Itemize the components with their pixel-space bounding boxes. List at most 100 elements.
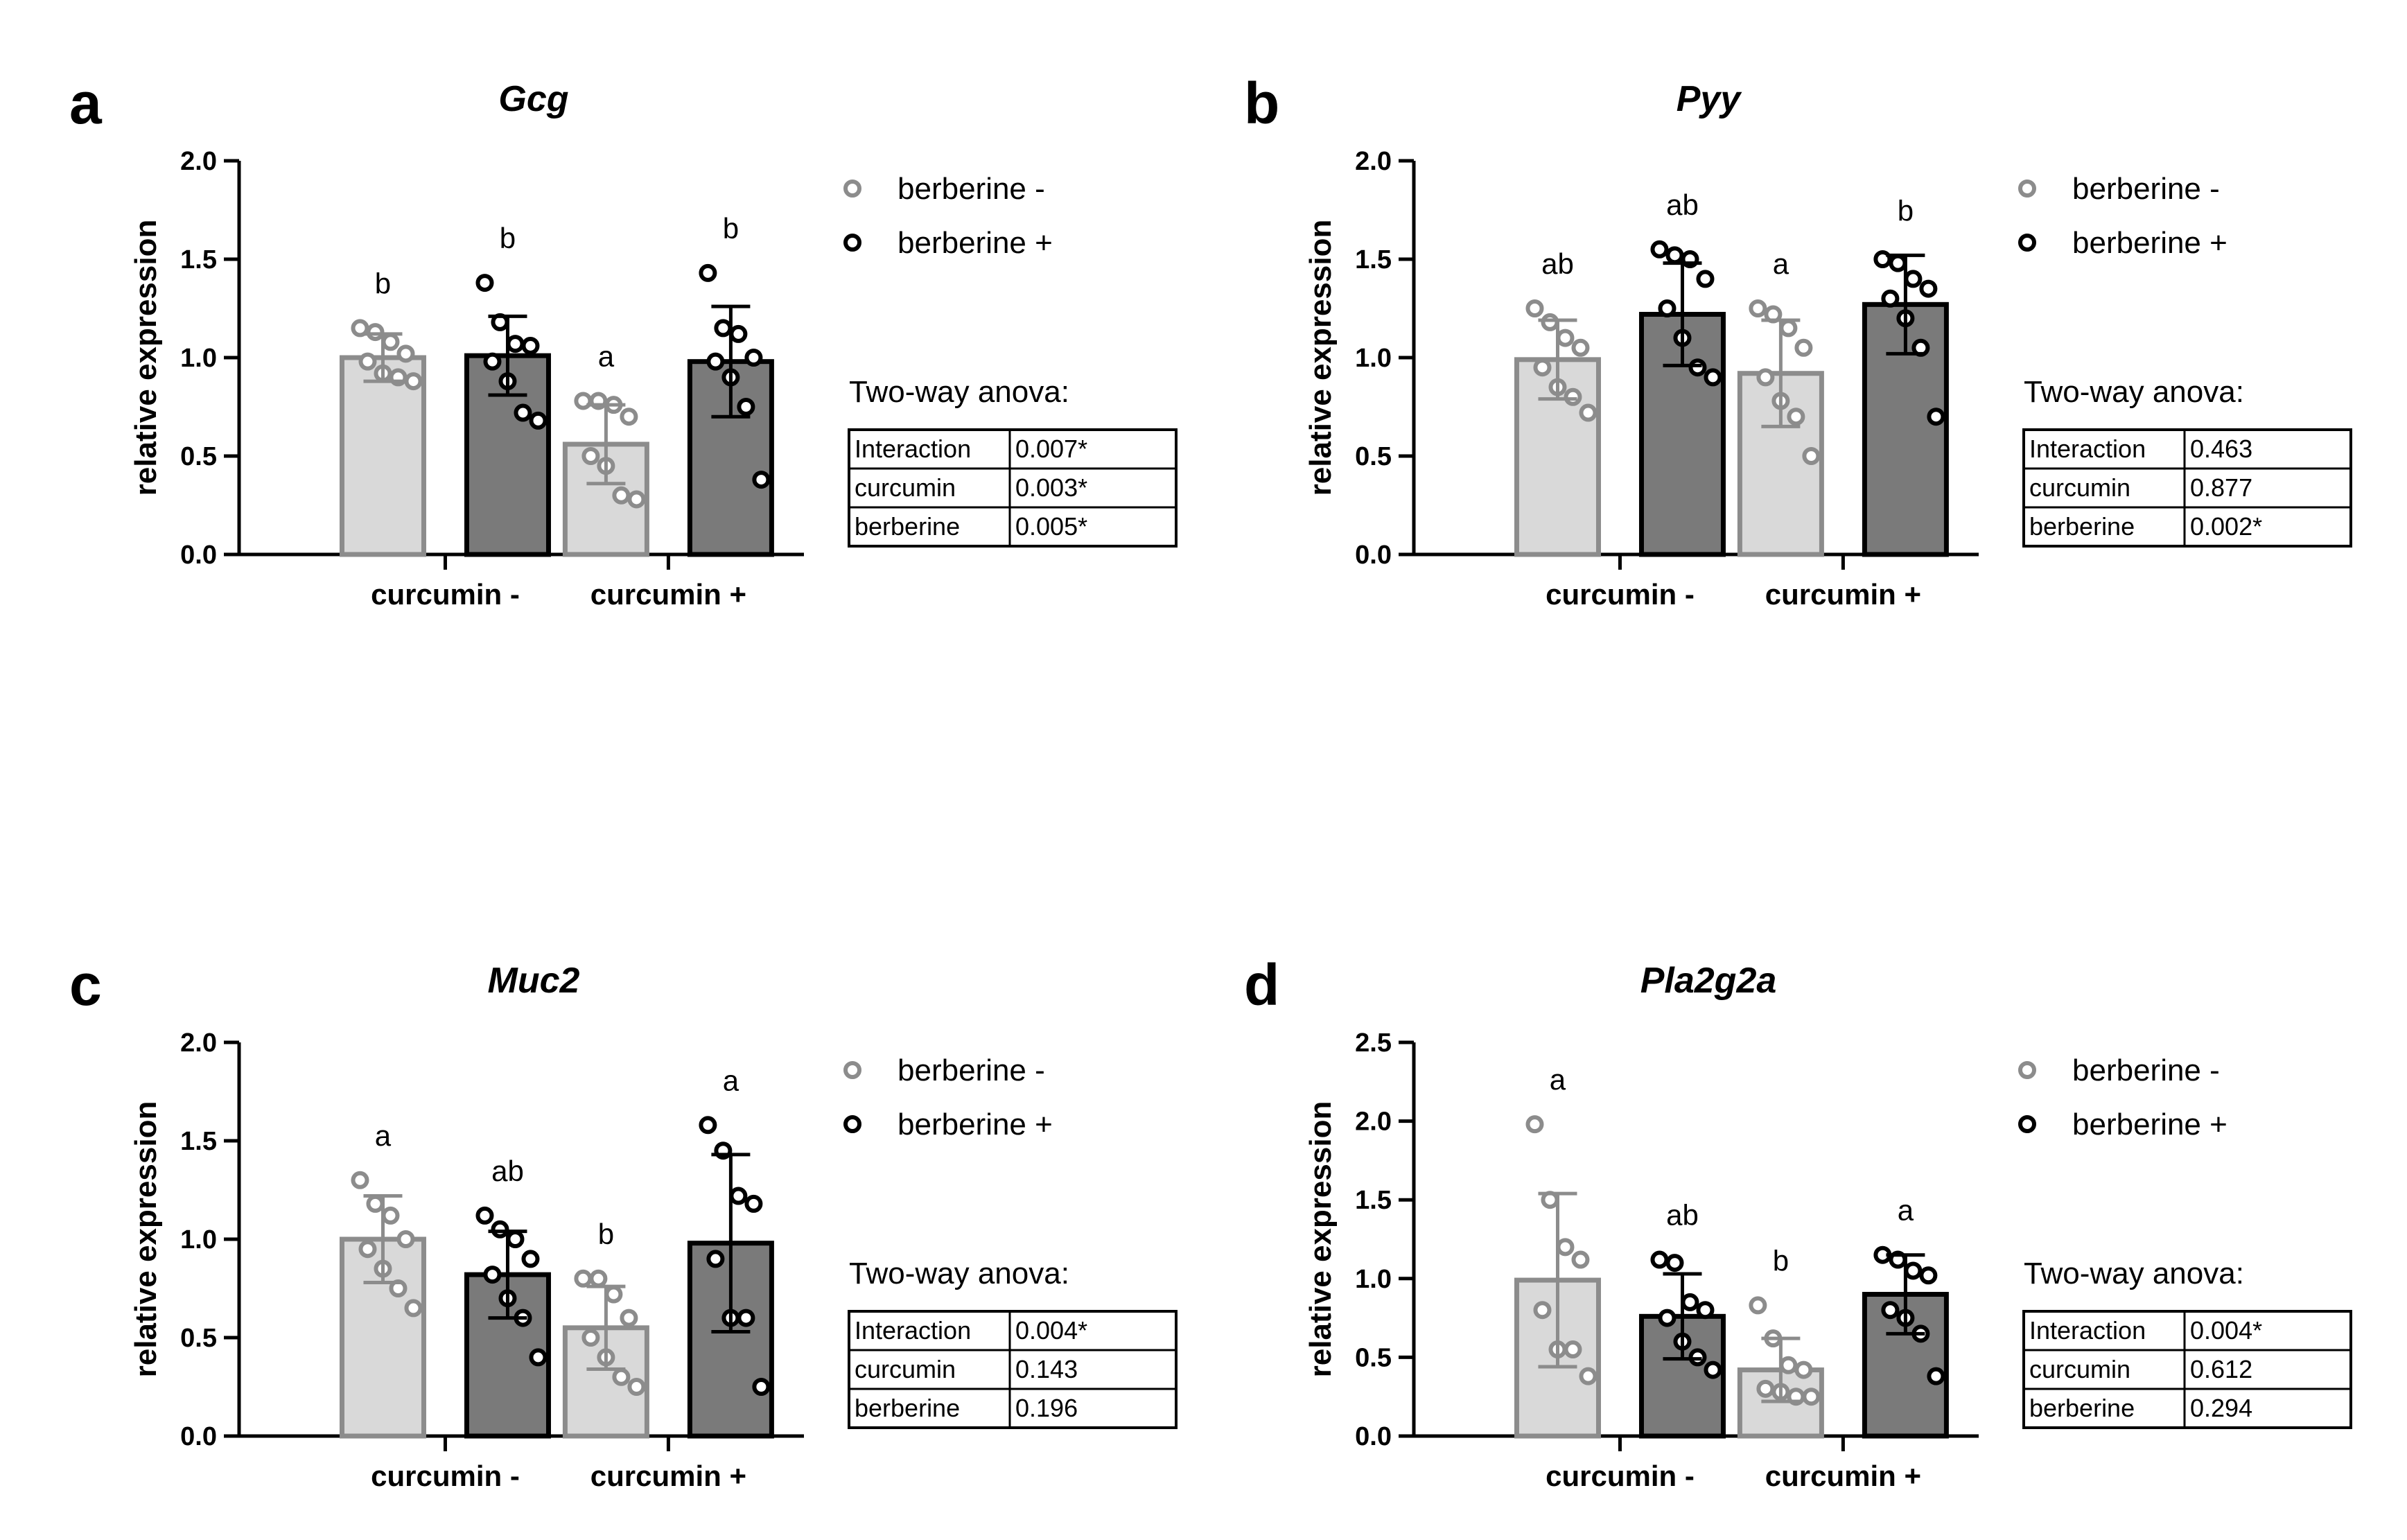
data-point [381,1206,400,1225]
significance-letter: ab [1541,247,1574,280]
data-point [627,1378,646,1396]
y-tick-label: 1.5 [1355,1186,1392,1215]
data-point [366,1194,385,1213]
legend-marker-pos [2018,234,2036,252]
data-point [729,1187,748,1205]
data-point [1658,1309,1677,1327]
anova-title: Two-way anova: [2024,375,2244,409]
y-tick-label: 1.0 [1355,1265,1392,1294]
data-point [1927,1367,1945,1385]
y-tick-label: 2.0 [1355,1108,1392,1137]
data-point [1889,254,1907,272]
x-category-label: curcumin + [1765,1460,1921,1492]
legend-label-pos: berberine + [2072,1108,2227,1141]
panel-letter: a [69,71,103,136]
data-point [744,349,763,367]
data-point [1525,1115,1544,1134]
data-point [612,1367,631,1386]
data-point [1802,447,1821,465]
significance-letter: b [500,222,516,254]
legend-marker-neg [2018,180,2036,198]
data-point [1927,408,1945,426]
y-tick-label: 0.5 [180,442,217,471]
data-point [1881,1301,1900,1320]
panel-b: b Pyy relative expression 0.0 0.5 1.0 1.5 2.0 cu… [1244,71,2352,611]
data-point [404,1299,423,1318]
data-point [506,1230,525,1248]
data-point [1579,1367,1598,1385]
data-point [529,411,548,430]
data-point [1571,338,1590,357]
data-point [589,1269,608,1288]
data-point [1665,246,1684,265]
legend-marker-neg [2018,1061,2036,1079]
data-point [1665,1254,1684,1272]
data-point [491,1220,509,1239]
data-point [699,1116,717,1135]
anova-factor-text: Interaction [2029,435,2146,463]
data-point [737,1309,755,1327]
anova-factor-text: Interaction [855,435,971,463]
data-point [1571,1250,1590,1269]
y-axis-label: relative expression [1304,220,1338,496]
y-tick-label: 2.0 [180,1029,217,1058]
data-point [1533,1301,1552,1320]
y-tick-label: 0.0 [1355,541,1392,570]
y-tick-label: 0.5 [180,1324,217,1353]
legend-label-neg: berberine - [2072,172,2220,206]
y-tick-label: 0.5 [1355,1343,1392,1372]
data-point [1650,1250,1669,1269]
anova-title: Two-way anova: [849,1257,1069,1290]
anova-p-text: 0.004* [2190,1316,2262,1345]
anova-table [2022,1310,2352,1429]
x-category-label: curcumin + [590,1460,746,1492]
data-point [521,336,540,355]
anova-factor-text: Interaction [855,1316,971,1345]
legend-marker-pos [843,1115,861,1133]
data-point [1688,358,1707,377]
legend-marker-neg [843,1061,861,1079]
legend-label-pos: berberine + [898,226,1053,260]
y-tick-label: 0.0 [180,1422,217,1451]
data-point [1704,1360,1722,1379]
data-point [752,1378,771,1396]
anova-factor-text: berberine [2029,1394,2135,1422]
data-point [1904,1261,1923,1280]
data-point [1756,1379,1775,1398]
significance-letter: b [598,1218,614,1250]
data-point [1779,1356,1798,1374]
data-point [1681,1293,1699,1311]
anova-p-text: 0.463 [2190,435,2252,463]
data-point [475,1206,494,1225]
data-point [1919,279,1938,298]
legend-label-pos: berberine + [2072,226,2227,260]
panel-letter: b [1244,71,1279,136]
y-tick-label: 1.0 [180,344,217,373]
data-point [1556,1238,1575,1257]
data-point [1556,329,1575,347]
data-point [521,1250,540,1268]
anova-p-text: 0.003* [1015,473,1087,502]
data-point [1658,299,1677,317]
data-point [404,372,423,391]
legend-marker-pos [843,234,861,252]
anova-factor-text: curcumin [2029,473,2130,502]
data-point [483,352,502,371]
x-category-label: curcumin - [371,1460,520,1492]
panel-letter: c [69,952,102,1017]
legend-label-neg: berberine - [898,172,1045,206]
data-point [612,486,631,505]
data-point [1650,240,1669,259]
significance-letter: ab [1666,189,1699,221]
anova-p-text: 0.143 [1015,1355,1078,1383]
data-point [581,447,600,465]
y-tick-label: 1.5 [180,1127,217,1156]
data-point [1696,1301,1715,1320]
anova-table [2022,428,2352,548]
y-tick-label: 2.5 [1355,1029,1392,1058]
y-tick-label: 1.0 [1355,344,1392,373]
data-point [514,403,532,422]
y-axis-label: relative expression [1304,1101,1338,1378]
data-point [1919,1266,1938,1285]
legend-label-neg: berberine - [898,1053,1045,1087]
